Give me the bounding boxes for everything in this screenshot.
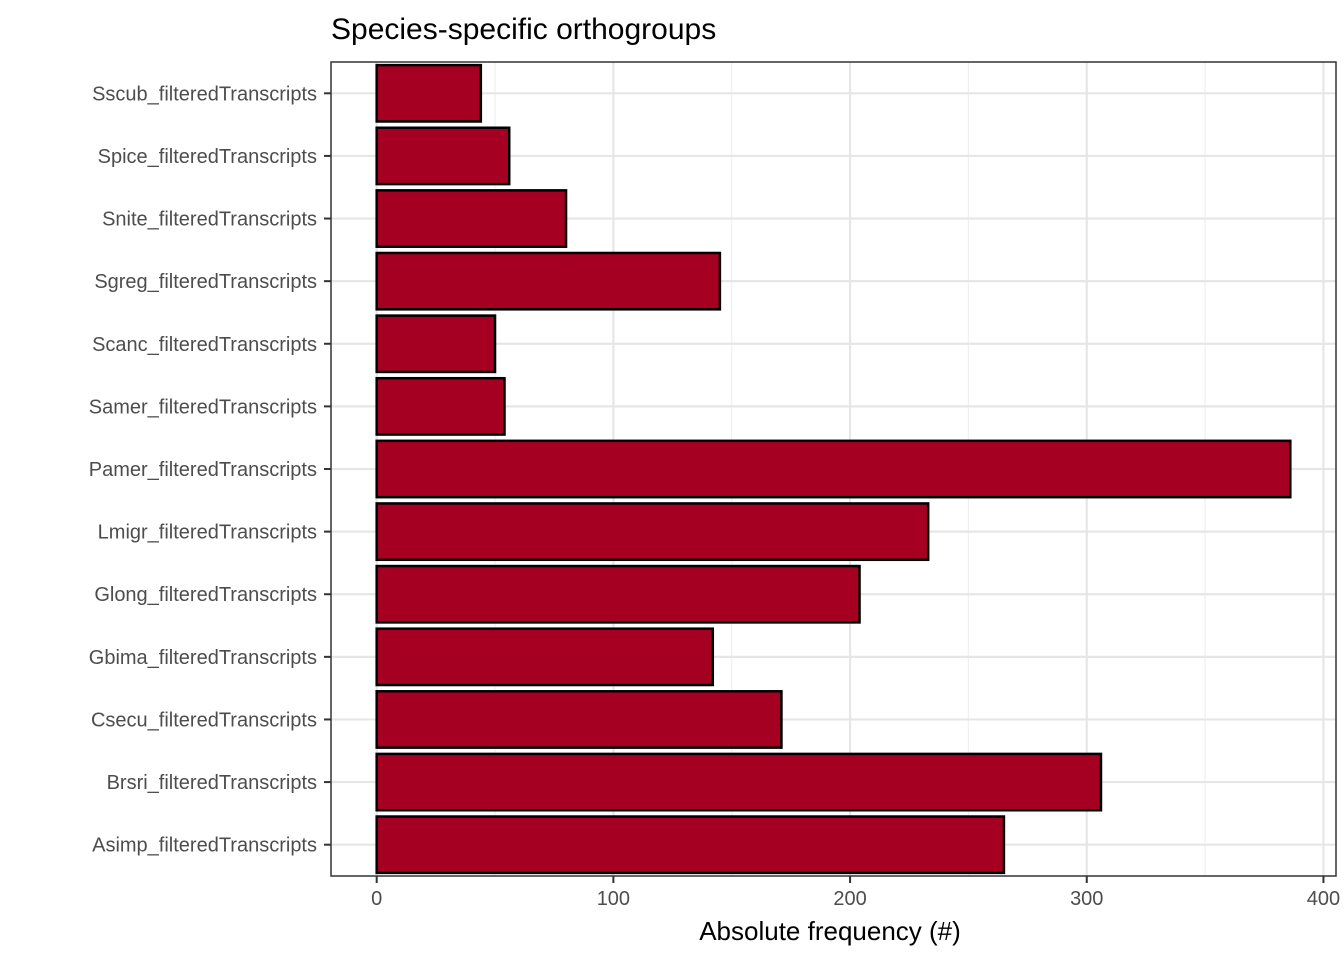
x-axis-label: Absolute frequency (#) (699, 916, 961, 946)
bar-sgreg (375, 251, 722, 311)
y-tick-label: Sscub_filteredTranscripts (92, 83, 317, 105)
y-tick-label: Lmigr_filteredTranscripts (98, 522, 317, 544)
y-tick-label: Gbima_filteredTranscripts (89, 647, 317, 669)
y-tick-label: Spice_filteredTranscripts (98, 146, 317, 168)
x-tick-label: 300 (1070, 888, 1103, 910)
plot-panel-border (330, 61, 1337, 877)
bar-pamer (375, 439, 1292, 499)
x-tick-label: 200 (833, 888, 866, 910)
chart-title: Species-specific orthogroups (331, 13, 716, 46)
y-tick-label: Scanc_filteredTranscripts (92, 334, 317, 356)
y-tick-label: Glong_filteredTranscripts (94, 584, 317, 606)
bar-glong (375, 564, 861, 624)
x-tick-label: 400 (1307, 888, 1340, 910)
x-tick-label: 100 (597, 888, 630, 910)
y-tick-label: Csecu_filteredTranscripts (91, 709, 317, 731)
bar-brsri (375, 752, 1103, 812)
bar-spice (375, 126, 511, 186)
bar-samer (375, 376, 506, 436)
y-tick-label: Snite_filteredTranscripts (102, 209, 317, 231)
bar-snite (375, 189, 568, 248)
y-tick-label: Sgreg_filteredTranscripts (94, 271, 317, 293)
bar-scanc (375, 314, 497, 374)
bar-asimp (375, 815, 1006, 875)
bar-gbima (375, 627, 715, 687)
bar-lmigr (375, 502, 930, 562)
y-tick-label: Samer_filteredTranscripts (89, 396, 317, 418)
y-tick-label: Pamer_filteredTranscripts (89, 459, 317, 481)
bar-sscub (375, 63, 483, 123)
x-tick-label: 0 (371, 888, 382, 910)
y-tick-label: Asimp_filteredTranscripts (92, 835, 317, 857)
bar-csecu (375, 690, 783, 749)
y-tick-label: Brsri_filteredTranscripts (107, 772, 317, 794)
